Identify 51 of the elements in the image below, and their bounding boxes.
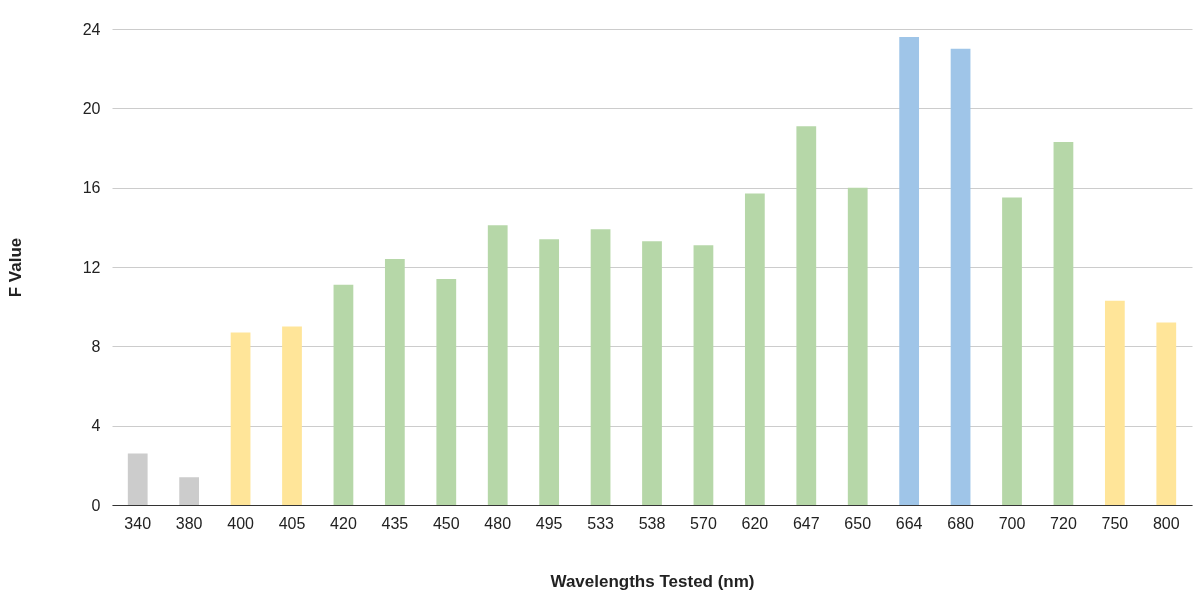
x-tick-label: 495 — [535, 514, 563, 532]
x-tick-label: 720 — [1050, 514, 1077, 532]
bar — [950, 48, 971, 505]
x-tick-label: 480 — [484, 514, 512, 532]
x-tick-label: 420 — [330, 514, 357, 532]
bar — [693, 245, 714, 505]
bar — [487, 225, 508, 505]
x-tick-label: 538 — [638, 514, 666, 532]
y-axis-title: F Value — [5, 237, 25, 298]
x-tick-label: 647 — [792, 514, 820, 532]
y-tick-label: 4 — [91, 417, 101, 435]
y-tick-label: 16 — [82, 179, 101, 197]
x-tick-label: 650 — [844, 514, 872, 532]
bar — [1104, 300, 1125, 505]
y-tick-label: 12 — [82, 258, 101, 276]
bar — [847, 187, 868, 505]
bar — [127, 453, 148, 505]
bar — [539, 239, 560, 505]
x-tick-label: 533 — [587, 514, 615, 532]
x-tick-label: 800 — [1152, 514, 1180, 532]
x-tick-label: 435 — [381, 514, 409, 532]
x-tick-label: 750 — [1101, 514, 1129, 532]
y-tick-label: 0 — [91, 496, 101, 514]
bar — [796, 126, 817, 505]
bar — [899, 36, 920, 505]
bar — [230, 332, 251, 505]
x-tick-label: 340 — [124, 514, 152, 532]
y-tick-label: 20 — [82, 99, 101, 117]
bar — [1156, 322, 1177, 505]
x-tick-label: 405 — [278, 514, 306, 532]
x-axis-title: Wavelengths Tested (nm) — [550, 571, 755, 591]
bar — [384, 259, 405, 505]
x-tick-label: 620 — [741, 514, 769, 532]
x-tick-label: 450 — [432, 514, 460, 532]
x-tick-label: 664 — [895, 514, 923, 532]
bar — [333, 284, 354, 505]
bar — [744, 193, 765, 505]
y-tick-label: 24 — [82, 20, 101, 38]
x-tick-label: 570 — [690, 514, 717, 532]
bar — [1053, 142, 1074, 505]
bar — [282, 326, 302, 505]
bar — [642, 241, 662, 505]
x-tick-label: 380 — [175, 514, 203, 532]
y-tick-label: 8 — [91, 337, 101, 355]
bar — [179, 477, 200, 505]
bar — [590, 229, 611, 505]
bar — [1002, 197, 1022, 505]
bar — [436, 278, 457, 505]
x-tick-label: 400 — [227, 514, 255, 532]
x-tick-label: 680 — [947, 514, 975, 532]
x-tick-label: 700 — [998, 514, 1026, 532]
